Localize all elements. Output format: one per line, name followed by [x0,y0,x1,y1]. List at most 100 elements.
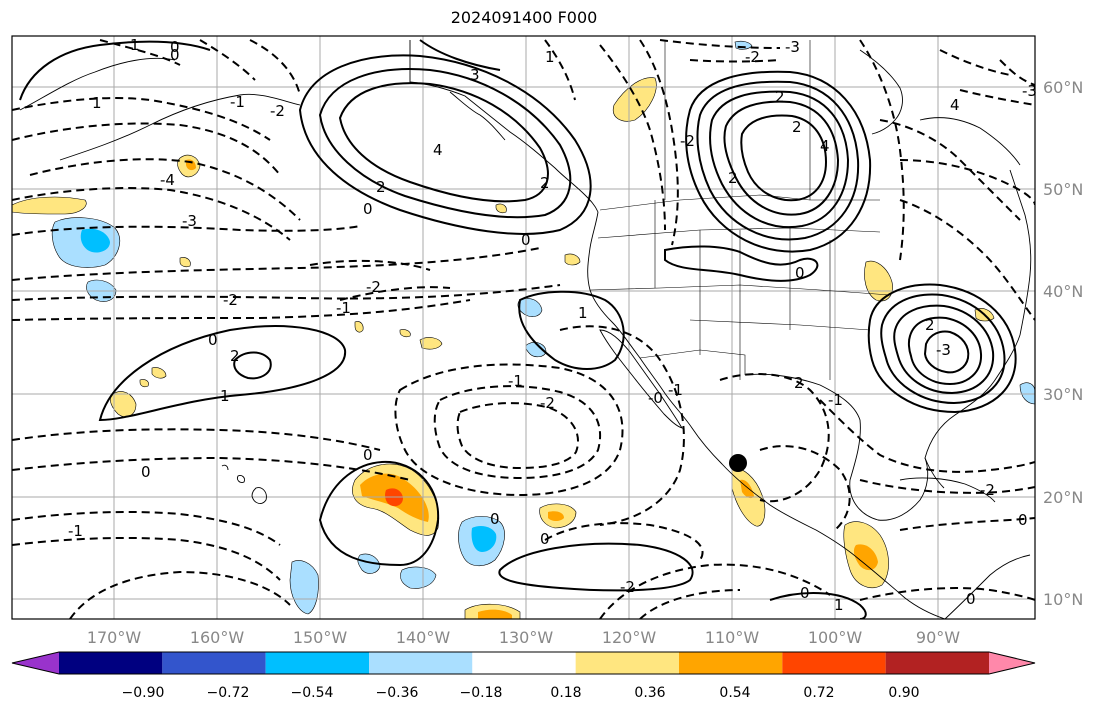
colorbar-tick-label: 0.72 [803,685,834,701]
state-borders [589,40,891,380]
contour-label: 0 [141,463,151,481]
colorbar-tick-label: 0.90 [888,685,919,701]
contours-negative [12,39,1035,619]
lat-label: 50°N [1043,180,1083,199]
contour-label: -0 [648,389,663,407]
contour-label: 0 [800,584,810,602]
contour-label: 0 [208,331,218,349]
contour-label: 2 [925,316,935,334]
contour-label: 4 [433,141,443,159]
colorbar-tick-labels: −0.90 −0.72 −0.54 −0.36 −0.18 0.18 0.36 … [122,685,920,701]
lat-label: 40°N [1043,282,1083,301]
lon-label: 110°W [705,628,760,647]
contour-label: -3 [936,341,951,359]
contour-label: 0 [490,510,500,528]
contour-label: 4 [820,137,830,155]
contour-label: 3 [470,66,480,84]
contour-label: -2 [223,291,238,309]
colorbar-tick-label: −0.36 [376,685,419,701]
colorbar-swatch [265,652,369,674]
colorbar-swatch [162,652,266,674]
contour-label: 1 [220,387,230,405]
storm-position-marker [729,454,747,472]
contour-label: 1 [92,94,102,112]
lat-label: 10°N [1043,590,1083,609]
contour-label: -3 [1022,82,1037,100]
contour-label: 0 [540,530,550,548]
contour-label: 1 [578,304,588,322]
colorbar-swatch [472,652,576,674]
contour-label: 2 [794,374,804,392]
colorbar: −0.90 −0.72 −0.54 −0.36 −0.18 0.18 0.36 … [11,651,1036,701]
colorbar-swatch [575,652,679,674]
contour-label: -2 [270,102,285,120]
colorbar-swatch [59,652,163,674]
contour-label: -1 [508,372,523,390]
contour-label: -4 [160,171,175,189]
contour-label: -1 [230,93,245,111]
contour-label: 2 [792,118,802,136]
contour-label: 0 [521,231,531,249]
lon-label: 120°W [602,628,657,647]
colorbar-swatch [369,652,473,674]
contour-label: 0 [966,590,976,608]
contour-label: -2 [980,481,995,499]
contour-label: 0 [363,446,373,464]
contour-label: 2 [230,347,240,365]
contour-label: -3 [785,38,800,56]
lon-label: 150°W [293,628,348,647]
contour-label: 0 [170,38,180,56]
contour-label: 2 [728,169,738,187]
contour-label: 1 [834,596,844,614]
contour-label: -2 [680,132,695,150]
colorbar-tick-label: 0.18 [550,685,581,701]
contour-label: -1 [828,391,843,409]
lon-label: 90°W [916,628,960,647]
contour-label: 0 [170,46,180,64]
longitude-labels: 170°W 160°W 150°W 140°W 130°W 120°W 110°… [87,628,960,647]
contour-label: -3 [182,212,197,230]
colorbar-outline [11,651,1036,675]
map-title: 2024091400 F000 [450,8,598,27]
lon-label: 130°W [499,628,554,647]
colorbar-tick-label: −0.90 [122,685,165,701]
contour-label: 2 [540,174,550,192]
contour-label: -2 [366,278,381,296]
contour-label: 0 [363,200,373,218]
colorbar-tick-label: −0.54 [291,685,334,701]
lon-label: 170°W [87,628,142,647]
contours-positive [19,39,1017,619]
map-border [11,35,1036,620]
colorbar-swatch [679,652,783,674]
contour-label: 0 [1018,511,1028,529]
colorbar-swatch [885,652,989,674]
gridlines [12,36,1035,619]
contour-label: -1 [668,381,683,399]
lat-label: 20°N [1043,488,1083,507]
contour-label: 2 [376,178,386,196]
lon-label: 140°W [396,628,451,647]
contour-label: 1 [545,48,555,66]
colorbar-tick-label: 0.54 [719,685,750,701]
contour-label: -2 [540,394,555,412]
lon-label: 160°W [190,628,245,647]
contour-label: 1 [130,36,140,54]
contour-label-layer: 0 1 1 0 -1 4 3 -2 1 -3 2 -2 -4 -3 2 2 4 … [68,36,1037,614]
colorbar-swatches [11,651,1036,675]
lat-label: 30°N [1043,385,1083,404]
colorbar-extend-high [989,652,1035,674]
contour-label: 0 [795,264,805,282]
colorbar-swatch [782,652,886,674]
contour-label: -1 [68,522,83,540]
contour-label: -2 [745,48,760,66]
contour-label: 4 [950,96,960,114]
colorbar-extend-low [12,652,59,674]
contour-label: -2 [620,578,635,596]
lat-label: 60°N [1043,78,1083,97]
colorbar-tick-label: −0.18 [460,685,503,701]
contour-label: 2 [775,88,785,106]
contour-label: -1 [336,299,351,317]
lon-label: 100°W [808,628,863,647]
colorbar-tick-label: 0.36 [634,685,665,701]
